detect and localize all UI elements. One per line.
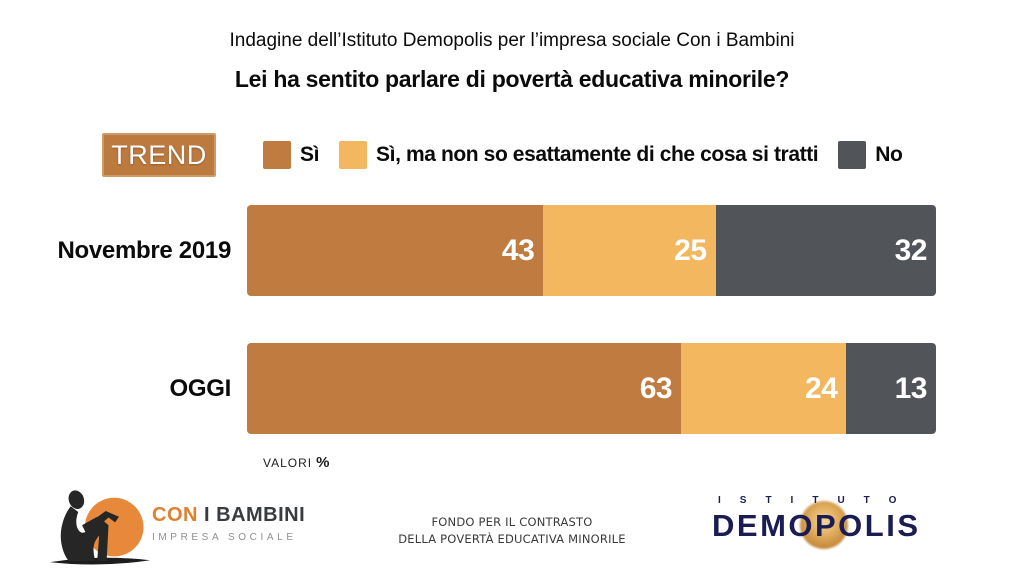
values-label: VALORI	[263, 456, 313, 470]
legend-item-no: No	[838, 141, 903, 169]
legend-swatch-si	[263, 141, 291, 169]
bar-value-label: 43	[501, 233, 535, 267]
bar-row-oggi: OGGI 63 24 13	[0, 343, 936, 434]
demopolis-logo: ISTITUTO DEMOPOLIS	[712, 495, 962, 555]
bar-segment-1: 24	[681, 343, 847, 434]
stacked-bar-chart: Novembre 2019 43 25 32 OGGI 63 24 13	[0, 205, 936, 481]
legend-swatch-no	[838, 141, 867, 169]
bar-segment-1: 25	[543, 205, 716, 296]
reading-child-icon	[49, 490, 151, 565]
con-i-bambini-name: CON I BAMBINI	[152, 504, 305, 527]
bar-segment-0: 63	[247, 343, 682, 434]
bar-category-label: OGGI	[169, 374, 232, 402]
legend-item-si-ma-non-so: Sì, ma non so esattamente di che cosa si…	[339, 141, 819, 169]
legend-label-si: Sì	[300, 143, 320, 166]
survey-kicker: Indagine dell’Istituto Demopolis per l’i…	[229, 30, 795, 51]
bar-value-label: 24	[805, 371, 838, 405]
con-text: CON	[152, 504, 198, 526]
bar-value-label: 32	[894, 233, 928, 267]
bar-segment-0: 43	[247, 205, 544, 296]
bar-category-label: Novembre 2019	[57, 236, 231, 264]
demopolis-wordmark: DEMOPOLIS	[712, 508, 921, 543]
bar-segment-2: 32	[715, 205, 936, 296]
fund-caption-line1: FONDO PER IL CONTRASTO	[431, 515, 593, 529]
bar-segment-2: 13	[846, 343, 936, 434]
legend-item-si: Sì	[263, 141, 319, 169]
stacked-bar: 63 24 13	[247, 343, 936, 434]
demopolis-globe-icon	[800, 501, 848, 549]
survey-question: Lei ha sentito parlare di povertà educat…	[234, 66, 790, 92]
legend-label-si-ma-non-so: Sì, ma non so esattamente di che cosa si…	[376, 143, 819, 166]
stacked-bar: 43 25 32	[247, 205, 936, 296]
values-unit-note: VALORI%	[263, 454, 329, 472]
bar-value-label: 25	[674, 233, 707, 267]
legend-swatch-si-ma-non-so	[339, 141, 368, 169]
bar-value-label: 63	[639, 371, 673, 405]
legend-label-no: No	[875, 143, 903, 166]
values-unit: %	[316, 454, 330, 471]
con-i-bambini-wordmark: CON I BAMBINI IMPRESA SOCIALE	[152, 504, 305, 543]
con-i-bambini-logo: CON I BAMBINI IMPRESA SOCIALE	[48, 487, 305, 571]
legend: Sì Sì, ma non so esattamente di che cosa…	[263, 141, 903, 169]
fund-caption: FONDO PER IL CONTRASTO DELLA POVERTÀ EDU…	[0, 514, 1024, 548]
bar-value-label: 13	[894, 371, 928, 405]
demopolis-istituto-text: ISTITUTO	[718, 495, 916, 506]
bar-row-novembre-2019: Novembre 2019 43 25 32	[0, 205, 936, 296]
i-bambini-text: I BAMBINI	[197, 504, 306, 526]
fund-caption-line2: DELLA POVERTÀ EDUCATIVA MINORILE	[398, 532, 626, 546]
impresa-sociale-tagline: IMPRESA SOCIALE	[152, 532, 297, 543]
trend-badge: TREND	[102, 133, 216, 177]
